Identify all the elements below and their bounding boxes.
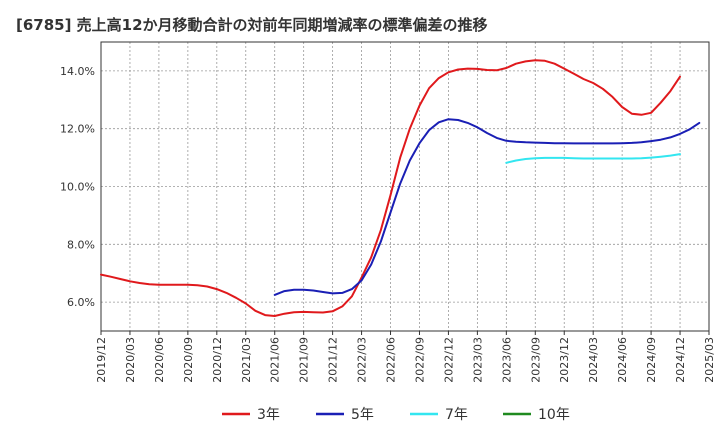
legend-label-1: 3年 xyxy=(257,407,280,423)
x-tick-label: 2023/09 xyxy=(529,337,542,383)
x-tick-label: 2020/06 xyxy=(153,337,166,383)
legend-label-4: 10年 xyxy=(538,407,570,423)
y-tick-label: 14.0% xyxy=(60,65,95,78)
x-tick-label: 2023/06 xyxy=(500,337,513,383)
plot-frame xyxy=(100,41,710,332)
x-tick-label: 2021/03 xyxy=(240,337,253,383)
x-tick-label: 2019/12 xyxy=(95,337,108,383)
x-tick-label: 2024/12 xyxy=(674,337,687,383)
series-line-2 xyxy=(273,118,701,296)
legend-label-3: 7年 xyxy=(445,407,468,423)
y-tick-label: 6.0% xyxy=(67,296,95,309)
x-tick-label: 2022/12 xyxy=(442,337,455,383)
series-line-1 xyxy=(100,59,681,317)
x-tick-label: 2022/06 xyxy=(385,337,398,383)
x-tick-label: 2023/12 xyxy=(558,337,571,383)
x-tick-label: 2021/06 xyxy=(269,337,282,383)
x-tick-label: 2021/09 xyxy=(298,337,311,383)
y-tick-label: 12.0% xyxy=(60,123,95,136)
x-tick-label: 2023/03 xyxy=(471,337,484,383)
x-tick-label: 2024/06 xyxy=(616,337,629,383)
x-tick-label: 2021/12 xyxy=(327,337,340,383)
x-tick-label: 2020/09 xyxy=(182,337,195,383)
chart-title: [6785] 売上高12か月移動合計の対前年同期増減率の標準偏差の推移 xyxy=(16,16,488,34)
x-tick-label: 2022/09 xyxy=(413,337,426,383)
y-tick-label: 10.0% xyxy=(60,181,95,194)
x-tick-label: 2024/03 xyxy=(587,337,600,383)
x-tick-label: 2020/03 xyxy=(124,337,137,383)
x-tick-label: 2020/12 xyxy=(211,337,224,383)
y-tick-label: 8.0% xyxy=(67,238,95,251)
legend-label-2: 5年 xyxy=(351,407,374,423)
x-tick-label: 2024/09 xyxy=(645,337,658,383)
x-tick-label: 2022/03 xyxy=(356,337,369,383)
x-tick-label: 2025/03 xyxy=(703,337,716,383)
series-line-3 xyxy=(505,153,681,164)
